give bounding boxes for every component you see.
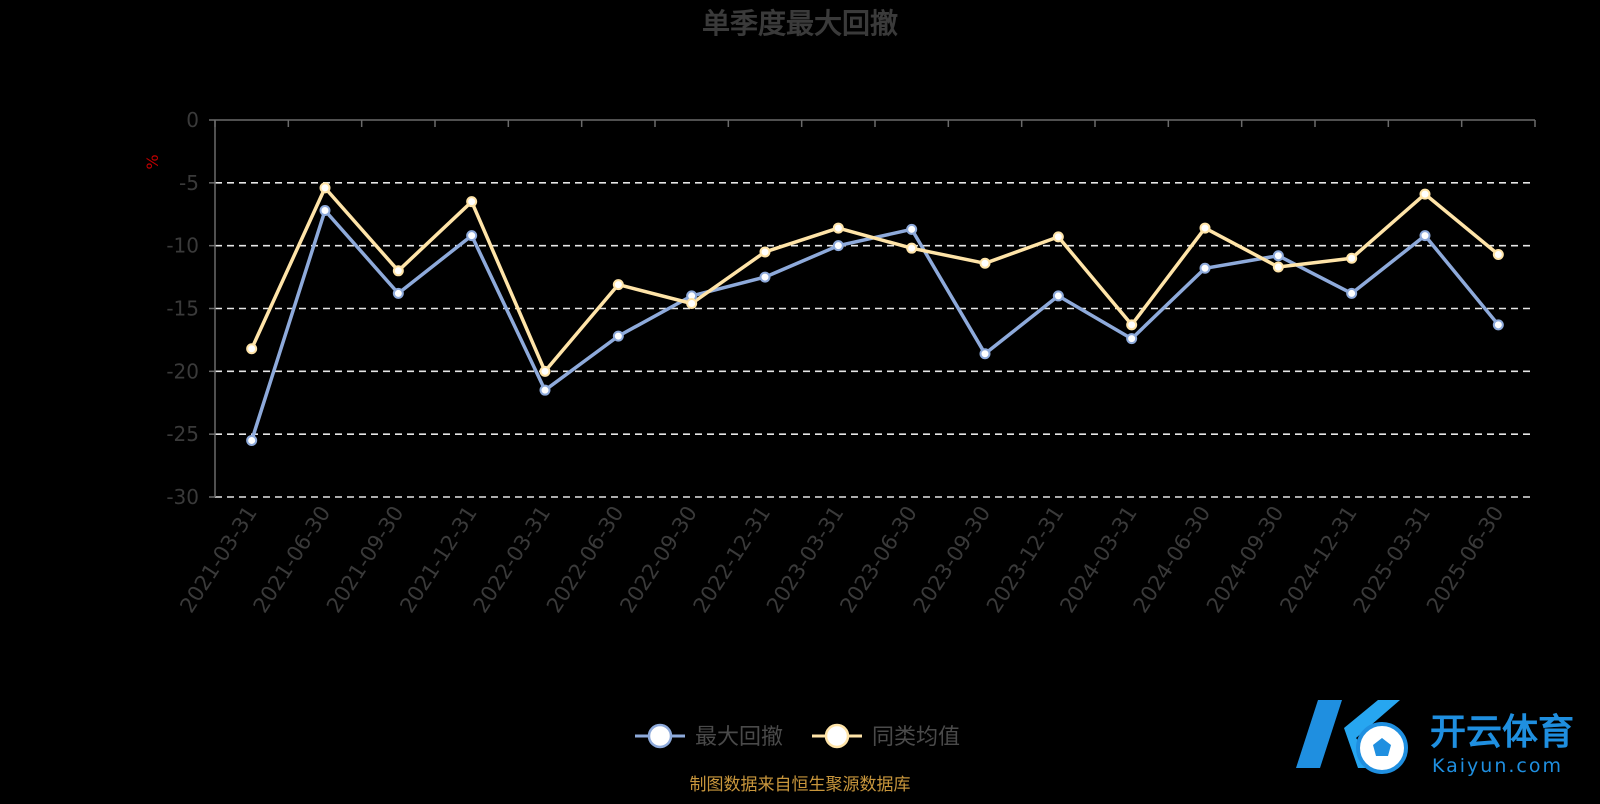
legend-marker: [824, 723, 850, 749]
x-tick-label: 2021-06-30: [249, 502, 336, 617]
data-point: [1272, 261, 1284, 273]
data-point: [246, 434, 258, 446]
data-point: [1272, 250, 1284, 262]
x-tick-label: 2021-12-31: [395, 502, 482, 617]
watermark-main: 开云体育: [1430, 712, 1574, 753]
x-tick-label: 2023-12-31: [982, 502, 1069, 617]
data-point: [1052, 290, 1064, 302]
x-tick-label: 2023-03-31: [762, 502, 849, 617]
x-tick-label: 2022-03-31: [469, 502, 556, 617]
x-tick-labels: 2021-03-312021-06-302021-09-302021-12-31…: [175, 502, 1508, 617]
data-point: [539, 384, 551, 396]
axes: [209, 119, 1536, 498]
x-tick-label: 2021-03-31: [175, 502, 262, 617]
k-ball-logo-icon: [1296, 700, 1408, 774]
data-point: [686, 297, 698, 309]
data-point: [1492, 319, 1504, 331]
data-point: [1199, 222, 1211, 234]
x-tick-label: 2025-03-31: [1349, 502, 1436, 617]
x-tick-label: 2024-09-30: [1202, 502, 1289, 617]
x-tick-label: 2025-06-30: [1422, 502, 1509, 617]
y-tick-label: -20: [166, 359, 199, 383]
x-tick-label: 2022-12-31: [689, 502, 776, 617]
data-point: [319, 182, 331, 194]
y-tick-label: -30: [166, 485, 199, 509]
data-point: [979, 348, 991, 360]
data-point: [906, 242, 918, 254]
x-tick-label: 2024-12-31: [1275, 502, 1362, 617]
data-point: [466, 230, 478, 242]
grid-lines: [215, 182, 1535, 498]
x-tick-label: 2021-09-30: [322, 502, 409, 617]
data-point: [1126, 319, 1138, 331]
x-tick-label: 2023-09-30: [909, 502, 996, 617]
y-tick-label: 0: [186, 108, 199, 132]
data-point: [1419, 188, 1431, 200]
y-tick-label: -10: [166, 234, 199, 258]
y-tick-label: -15: [166, 297, 199, 321]
data-point: [319, 204, 331, 216]
data-point: [832, 222, 844, 234]
y-tick-labels: 0 -5 -10 -15 -20 -25 -30: [166, 108, 199, 509]
data-point: [1419, 230, 1431, 242]
x-tick-label: 2022-09-30: [615, 502, 702, 617]
kaiyun-logo-watermark: 开云体育 Kaiyun.com: [1296, 700, 1574, 777]
data-point: [612, 330, 624, 342]
chart-title: 单季度最大回撤: [702, 7, 898, 40]
data-point: [1492, 248, 1504, 260]
y-tick-label: -25: [166, 422, 199, 446]
data-point: [466, 196, 478, 208]
legend-label: 同类均值: [872, 725, 960, 750]
y-axis-unit: %: [143, 154, 162, 169]
data-point: [1199, 262, 1211, 274]
data-point: [1346, 252, 1358, 264]
data-point: [759, 271, 771, 283]
data-point: [1126, 333, 1138, 345]
data-point: [979, 257, 991, 269]
data-point: [906, 223, 918, 235]
source-note: 制图数据来自恒生聚源数据库: [690, 775, 911, 795]
data-point: [539, 365, 551, 377]
data-point: [392, 287, 404, 299]
x-tick-label: 2024-06-30: [1129, 502, 1216, 617]
legend: 最大回撤 同类均值: [635, 723, 960, 750]
x-tick-label: 2023-06-30: [835, 502, 922, 617]
legend-marker: [647, 723, 673, 749]
data-point: [392, 265, 404, 277]
data-point: [1052, 231, 1064, 243]
x-tick-label: 2022-06-30: [542, 502, 629, 617]
data-point: [612, 279, 624, 291]
legend-label: 最大回撤: [695, 725, 783, 750]
y-tick-label: -5: [179, 171, 199, 195]
series-lines: [246, 182, 1504, 446]
x-tick-label: 2024-03-31: [1055, 502, 1142, 617]
data-point: [1346, 287, 1358, 299]
data-point: [246, 343, 258, 355]
series-line: [250, 186, 1500, 374]
data-point: [759, 246, 771, 258]
watermark-sub: Kaiyun.com: [1432, 755, 1563, 777]
data-point: [832, 240, 844, 252]
